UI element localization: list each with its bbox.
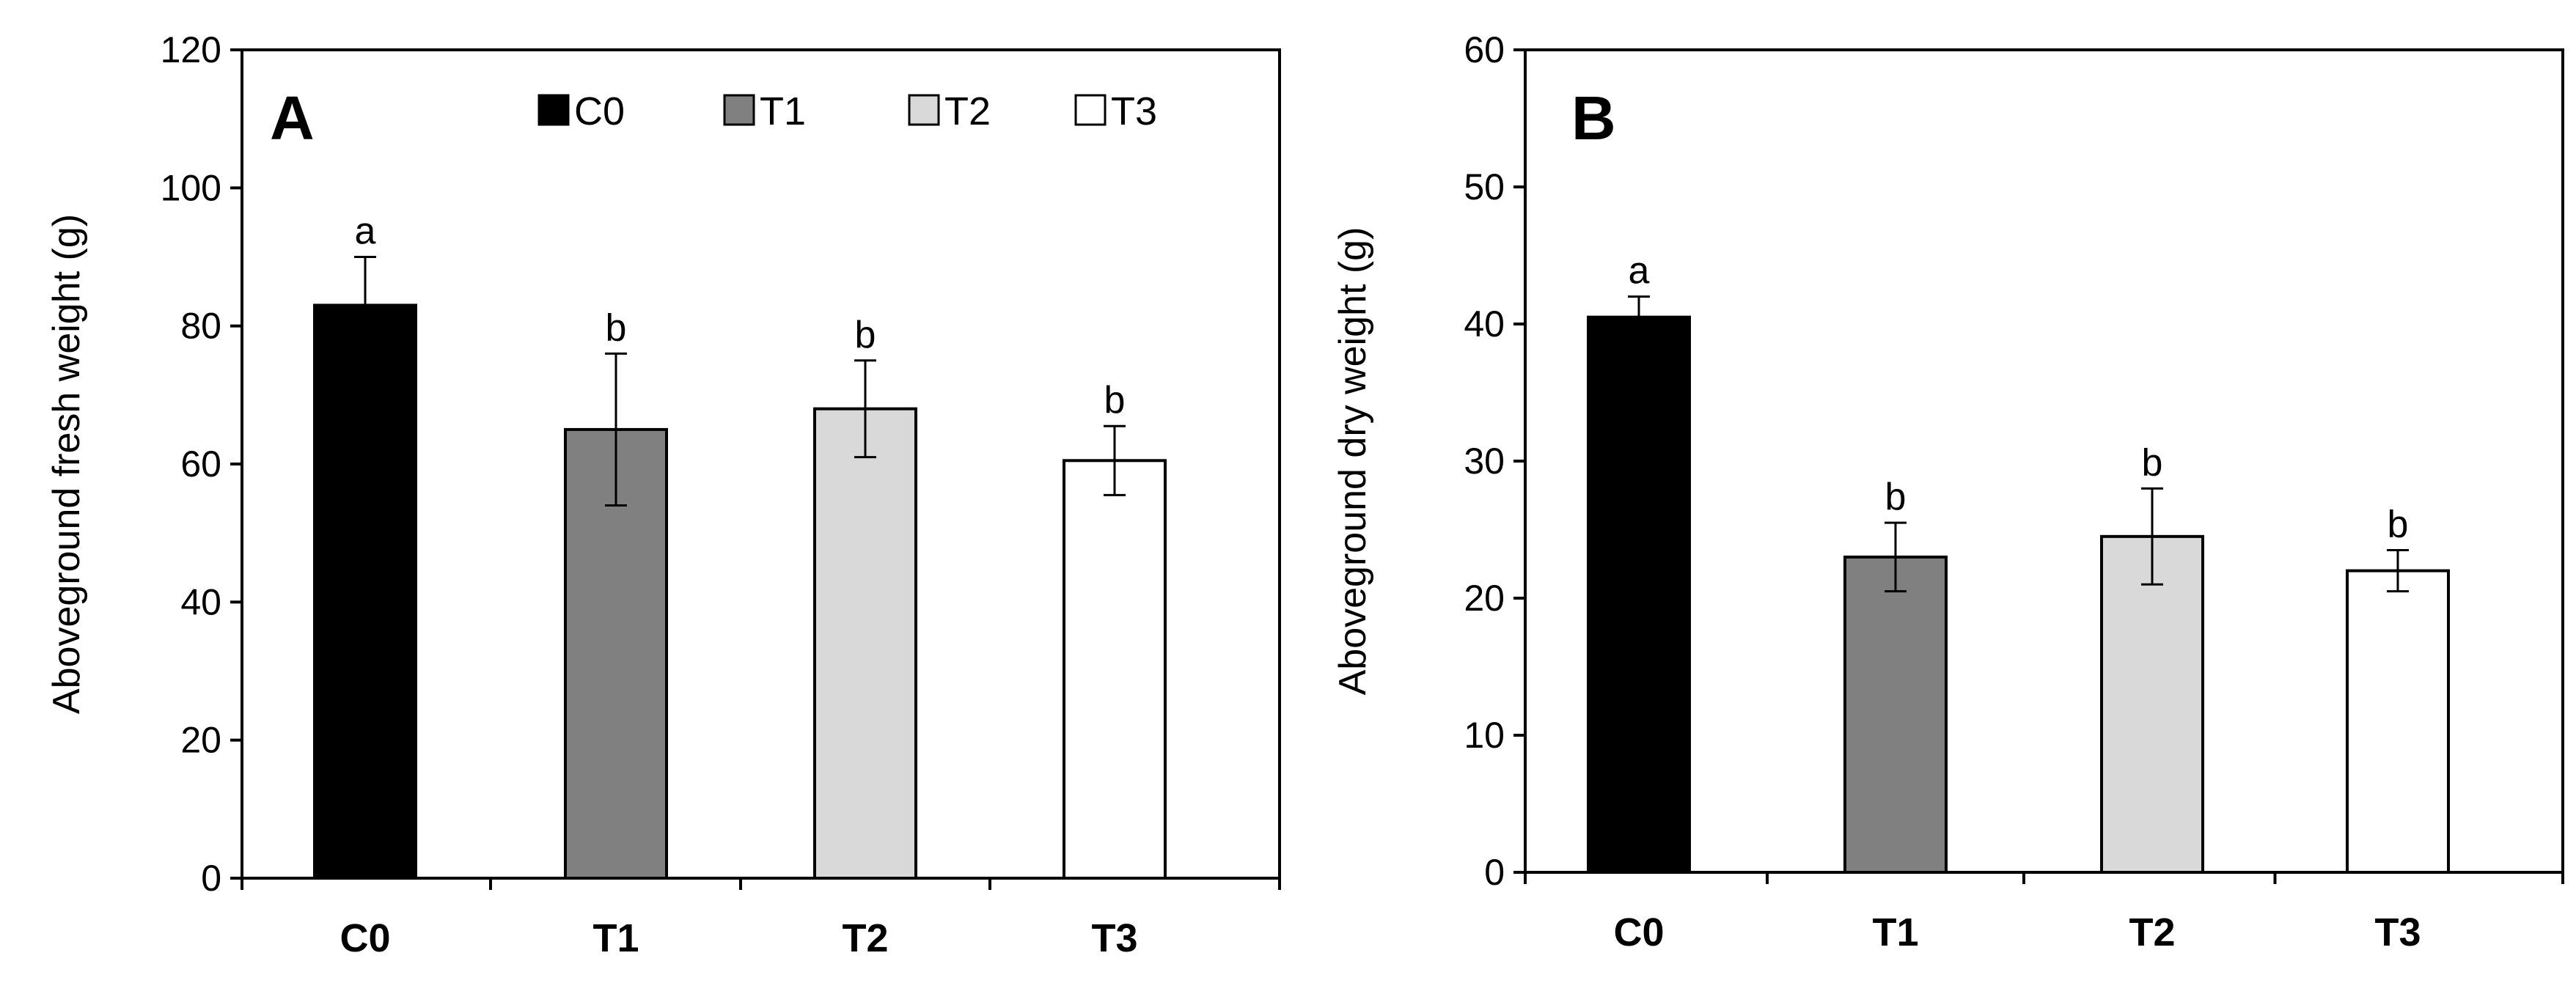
significance-letter-t2: b <box>855 314 876 356</box>
x-tick-label-t2: T2 <box>2129 910 2175 954</box>
x-tick-label-t3: T3 <box>1091 916 1137 960</box>
error-bar-c0 <box>354 256 376 355</box>
bar-c0 <box>1587 315 1691 874</box>
bar-t3 <box>1063 459 1167 880</box>
significance-letter-t1: b <box>606 306 627 349</box>
y-tick-label: 0 <box>201 858 221 899</box>
significance-letter-t3: b <box>1104 379 1126 421</box>
y-tick-label: 20 <box>180 720 221 761</box>
legend-item-c0: C0 <box>537 89 625 133</box>
y-tick-label: 20 <box>1464 578 1505 619</box>
legend-swatch <box>1074 94 1107 126</box>
x-tick-label-t3: T3 <box>2374 910 2421 954</box>
y-tick-label: 60 <box>1464 29 1505 70</box>
y-tick-label: 60 <box>180 443 221 485</box>
y-tick-label: 80 <box>180 306 221 347</box>
y-tick-label: 120 <box>161 29 221 70</box>
significance-letter-t2: b <box>2142 441 2163 484</box>
significance-letter-c0: a <box>1629 250 1650 292</box>
error-bar-t3 <box>1104 424 1126 496</box>
y-tick-label: 30 <box>1464 441 1505 482</box>
legend-swatch <box>908 94 940 126</box>
panel-b: a b b b 0 10 20 30 40 50 60 C0 T1 T2 T3 Aboveground dry… <box>1332 29 2564 954</box>
bar-t2 <box>2100 534 2204 874</box>
legend-item-t1: T1 <box>723 89 806 133</box>
bar-t2 <box>813 407 917 880</box>
significance-letter-t3: b <box>2388 504 2409 546</box>
bar-t1 <box>1843 555 1948 875</box>
legend-swatch <box>537 94 570 126</box>
x-tick-label-t2: T2 <box>842 916 888 960</box>
y-tick-label: 50 <box>1464 166 1505 207</box>
bar-c0 <box>313 303 417 880</box>
significance-letter-t1: b <box>1885 476 1907 518</box>
x-tick-label-c0: C0 <box>340 916 390 960</box>
error-bar-t3 <box>2387 549 2409 593</box>
legend: C0 T1 T2 T3 <box>537 89 1157 133</box>
error-bar-t1 <box>605 352 627 507</box>
legend-item-t2: T2 <box>908 89 991 133</box>
legend-label: T1 <box>760 89 806 133</box>
y-tick-label: 10 <box>1464 715 1505 756</box>
panel-letter: B <box>1571 84 1616 152</box>
y-axis-title: Aboveground fresh weight (g) <box>45 214 88 714</box>
legend-label: C0 <box>574 89 625 133</box>
error-bar-t2 <box>854 359 876 459</box>
legend-swatch <box>723 94 755 126</box>
x-tick-label-t1: T1 <box>1872 910 1918 954</box>
panel-letter: A <box>270 84 315 152</box>
error-bar-t1 <box>1885 521 1907 593</box>
bar-t3 <box>2346 569 2450 874</box>
y-axis-title: Aboveground dry weight (g) <box>1332 227 1374 696</box>
y-tick-label: 40 <box>180 581 221 622</box>
error-bar-t2 <box>2141 487 2163 586</box>
legend-label: T3 <box>1111 89 1157 133</box>
y-tick-label: 40 <box>1464 303 1505 345</box>
significance-letter-c0: a <box>355 210 376 253</box>
x-tick-label-c0: C0 <box>1613 910 1664 954</box>
y-tick-label: 100 <box>161 167 221 208</box>
x-tick-label-t1: T1 <box>592 916 639 960</box>
legend-item-t3: T3 <box>1074 89 1157 133</box>
y-tick-label: 0 <box>1484 852 1505 893</box>
error-bar-c0 <box>1628 295 1650 339</box>
panel-a: a b b b 0 20 40 60 80 100 120 C0 T1 T2 T3 Aboveground f… <box>45 29 1281 960</box>
legend-label: T2 <box>944 89 991 133</box>
